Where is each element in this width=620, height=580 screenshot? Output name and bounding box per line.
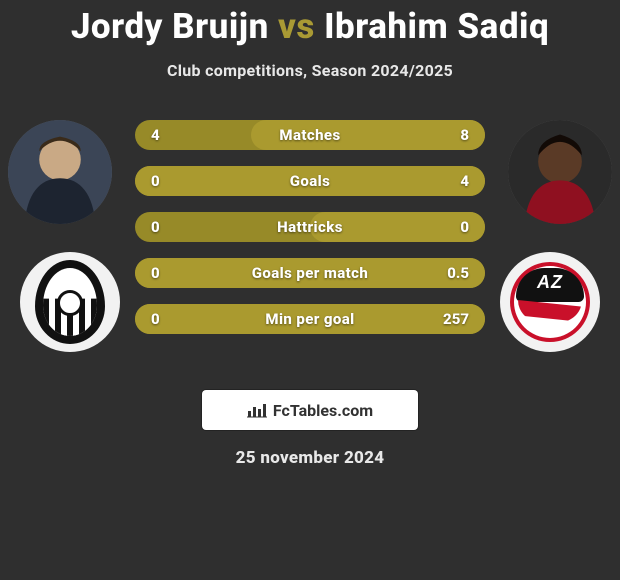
stat-bar: 00.5Goals per match xyxy=(135,258,485,288)
player2-club-logo: AZ xyxy=(500,252,600,352)
comparison-content: AZ 48Matches 04Goals 00Hattricks 00.5Goals … xyxy=(0,120,620,370)
stat-bar: 48Matches xyxy=(135,120,485,150)
comparison-title: Jordy Bruijn vs Ibrahim Sadiq xyxy=(0,0,620,47)
az-badge-icon: AZ xyxy=(510,262,590,342)
stat-bar: 0257Min per goal xyxy=(135,304,485,334)
stat-label: Min per goal xyxy=(135,304,485,334)
stat-bar: 00Hattricks xyxy=(135,212,485,242)
snapshot-date: 25 november 2024 xyxy=(0,448,620,468)
stat-label: Goals per match xyxy=(135,258,485,288)
player1-name: Jordy Bruijn xyxy=(71,6,269,47)
branding-badge: FcTables.com xyxy=(202,390,418,430)
stat-bar: 04Goals xyxy=(135,166,485,196)
stat-label: Hattricks xyxy=(135,212,485,242)
person-icon xyxy=(508,120,612,224)
stat-label: Matches xyxy=(135,120,485,150)
heracles-shield-icon xyxy=(35,260,105,344)
stat-bars: 48Matches 04Goals 00Hattricks 00.5Goals per… xyxy=(135,120,485,334)
player2-avatar xyxy=(508,120,612,224)
vs-separator: vs xyxy=(278,6,315,47)
subtitle: Club competitions, Season 2024/2025 xyxy=(0,61,620,80)
player2-name: Ibrahim Sadiq xyxy=(324,6,549,47)
person-icon xyxy=(8,120,112,224)
branding-text: FcTables.com xyxy=(273,401,373,420)
player1-avatar xyxy=(8,120,112,224)
player1-club-logo xyxy=(20,252,120,352)
stat-label: Goals xyxy=(135,166,485,196)
barchart-icon xyxy=(247,402,267,418)
